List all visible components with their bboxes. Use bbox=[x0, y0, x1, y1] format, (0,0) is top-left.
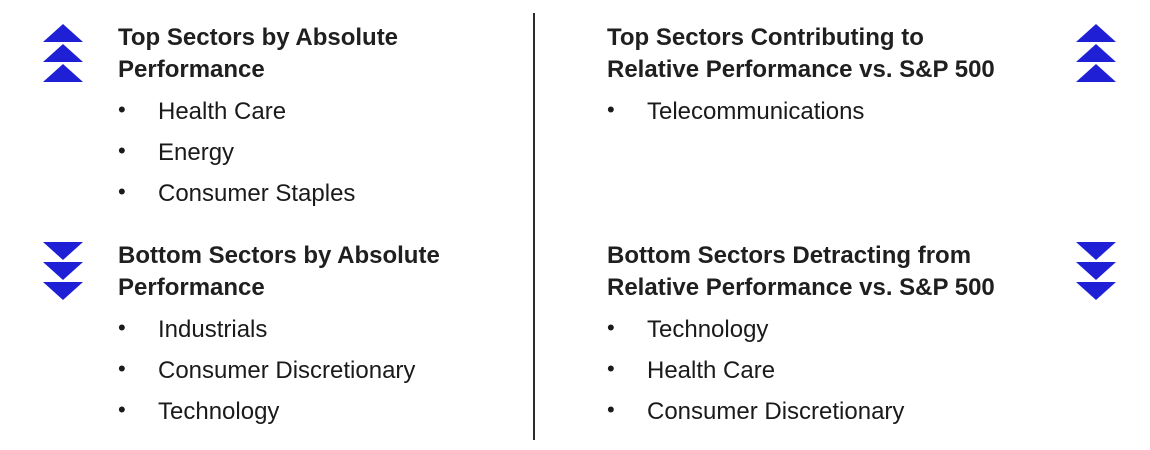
list-item: • Industrials bbox=[118, 308, 440, 349]
triple-up-arrow-icon bbox=[43, 24, 83, 82]
list-item: • Consumer Discretionary bbox=[118, 349, 440, 390]
bullet: • bbox=[118, 179, 126, 204]
bullet: • bbox=[118, 397, 126, 422]
title-line: Bottom Sectors Detracting from bbox=[607, 242, 972, 269]
column-divider bbox=[533, 13, 535, 440]
title-line: Bottom Sectors by Absolute bbox=[118, 242, 440, 269]
list-item: • Health Care bbox=[118, 90, 398, 131]
list-item: • Consumer Staples bbox=[118, 172, 398, 213]
triple-down-arrow-icon bbox=[1076, 242, 1116, 300]
sector-name: Health Care bbox=[158, 98, 287, 125]
bullet: • bbox=[607, 97, 615, 122]
sector-name: Consumer Discretionary bbox=[647, 398, 905, 425]
bottom-absolute-section: Bottom Sectors by Absolute Performance •… bbox=[118, 240, 440, 431]
sector-name: Energy bbox=[158, 139, 235, 166]
title-line: Top Sectors Contributing to bbox=[607, 24, 924, 51]
bullet: • bbox=[118, 97, 126, 122]
section-title: Bottom Sectors Detracting from Relative … bbox=[607, 240, 995, 304]
sector-list: • Telecommunications bbox=[607, 90, 995, 131]
bullet: • bbox=[118, 138, 126, 163]
bullet: • bbox=[118, 356, 126, 381]
title-line: Top Sectors by Absolute bbox=[118, 24, 399, 51]
triple-down-arrow-icon bbox=[43, 242, 83, 300]
top-relative-section: Top Sectors Contributing to Relative Per… bbox=[607, 22, 995, 131]
list-item: • Health Care bbox=[607, 349, 995, 390]
sector-name: Telecommunications bbox=[647, 98, 865, 125]
top-absolute-section: Top Sectors by Absolute Performance • He… bbox=[118, 22, 398, 213]
bottom-relative-section: Bottom Sectors Detracting from Relative … bbox=[607, 240, 995, 431]
bullet: • bbox=[607, 356, 615, 381]
list-item: • Technology bbox=[607, 308, 995, 349]
triple-up-arrow-icon bbox=[1076, 24, 1116, 82]
sector-list: • Health Care • Energy • Consumer Staple… bbox=[118, 90, 398, 213]
title-line: Relative Performance vs. S&P 500 bbox=[607, 274, 995, 301]
list-item: • Technology bbox=[118, 390, 440, 431]
sector-list: • Technology • Health Care • Consumer Di… bbox=[607, 308, 995, 431]
bullet: • bbox=[607, 315, 615, 340]
section-title: Top Sectors by Absolute Performance bbox=[118, 22, 398, 86]
section-title: Top Sectors Contributing to Relative Per… bbox=[607, 22, 995, 86]
list-item: • Consumer Discretionary bbox=[607, 390, 995, 431]
section-title: Bottom Sectors by Absolute Performance bbox=[118, 240, 440, 304]
title-line: Relative Performance vs. S&P 500 bbox=[607, 56, 995, 83]
sector-name: Technology bbox=[158, 398, 280, 425]
sector-name: Consumer Discretionary bbox=[158, 357, 416, 384]
bullet: • bbox=[607, 397, 615, 422]
list-item: • Telecommunications bbox=[607, 90, 995, 131]
sector-name: Consumer Staples bbox=[158, 180, 356, 207]
sector-name: Health Care bbox=[647, 357, 776, 384]
title-line: Performance bbox=[118, 56, 265, 83]
sector-name: Technology bbox=[647, 316, 769, 343]
bullet: • bbox=[118, 315, 126, 340]
sector-name: Industrials bbox=[158, 316, 268, 343]
sector-list: • Industrials • Consumer Discretionary •… bbox=[118, 308, 440, 431]
list-item: • Energy bbox=[118, 131, 398, 172]
title-line: Performance bbox=[118, 274, 265, 301]
